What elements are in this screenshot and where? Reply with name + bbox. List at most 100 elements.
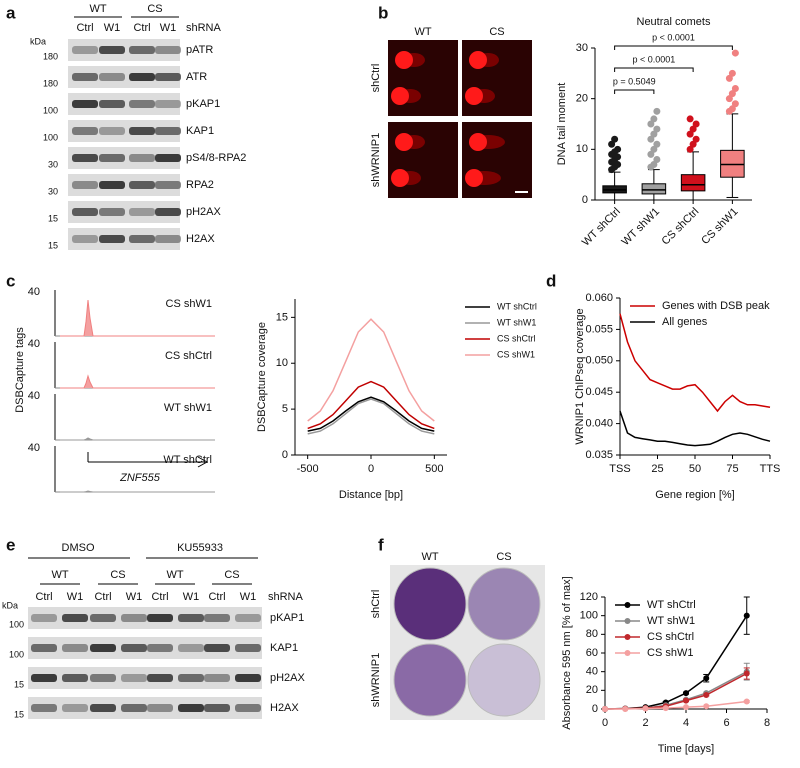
blot-band xyxy=(129,181,155,189)
point xyxy=(662,705,669,712)
comet-head xyxy=(465,87,483,105)
protein-label: H2AX xyxy=(186,233,215,245)
y-tick-label: 0.040 xyxy=(585,418,613,430)
blot-band xyxy=(62,674,88,682)
legend-label: All genes xyxy=(662,316,708,328)
genotype-label: WT xyxy=(166,569,183,581)
blot-band xyxy=(178,704,204,712)
outlier xyxy=(614,161,622,169)
track-max: 40 xyxy=(28,442,40,454)
outlier xyxy=(614,153,622,161)
lane-label: W1 xyxy=(160,22,177,34)
lane-label: W1 xyxy=(240,591,257,603)
blot-band xyxy=(99,208,125,216)
blot-band xyxy=(204,644,230,652)
marker-label: 15 xyxy=(14,709,24,719)
x-tick-label: 0 xyxy=(602,717,608,729)
significance-bracket xyxy=(614,45,733,50)
blot-band xyxy=(129,235,155,243)
blot-band xyxy=(204,614,230,622)
track-name: CS shW1 xyxy=(166,298,212,310)
outlier xyxy=(686,130,694,138)
blot-strip xyxy=(68,66,180,88)
x-tick-label: 6 xyxy=(723,717,729,729)
x-tick-label: -500 xyxy=(297,463,319,475)
blot-band xyxy=(178,674,204,682)
blot-band xyxy=(235,704,261,712)
treatment-label: KU55933 xyxy=(177,542,223,554)
column-label: WT xyxy=(421,551,438,563)
treatment-label: DMSO xyxy=(62,542,95,554)
blot-band xyxy=(121,614,147,622)
x-tick-label: CS shCtrl xyxy=(660,206,702,248)
y-tick-label: 0.060 xyxy=(585,292,613,304)
blot-band xyxy=(235,614,261,622)
x-tick-label: 500 xyxy=(425,463,443,475)
marker-label: 15 xyxy=(14,679,24,689)
y-tick-label: 0.035 xyxy=(585,449,613,461)
lane-label: W1 xyxy=(67,591,84,603)
track-signal xyxy=(60,299,215,337)
unit-label: kDa xyxy=(2,600,18,610)
axis-label: WRNIP1 ChIPseq coverage xyxy=(574,308,586,444)
outlier xyxy=(650,130,658,138)
genotype-label: CS xyxy=(110,569,125,581)
blot-strip xyxy=(68,120,180,142)
track-max: 40 xyxy=(28,286,40,298)
blot-band xyxy=(31,614,57,622)
y-tick-label: 10 xyxy=(576,143,588,155)
unit-label: kDa xyxy=(30,36,46,46)
outlier xyxy=(686,115,694,123)
blot-band xyxy=(31,704,57,712)
marker-label: 180 xyxy=(43,78,58,88)
outlier xyxy=(725,74,733,82)
blot-strip xyxy=(28,667,262,689)
legend-label: CS shW1 xyxy=(647,647,693,659)
track-max: 40 xyxy=(28,338,40,350)
outlier xyxy=(728,105,736,113)
outlier xyxy=(647,135,655,143)
track-max: 40 xyxy=(28,390,40,402)
point xyxy=(683,690,689,697)
blot-band xyxy=(155,181,181,189)
protein-label: pATR xyxy=(186,44,213,56)
point xyxy=(683,697,689,704)
outlier xyxy=(689,140,697,148)
axis-label: Absorbance 595 nm [% of max] xyxy=(561,576,573,729)
blot-band xyxy=(129,127,155,135)
x-tick-label: CS shW1 xyxy=(699,206,740,247)
outlier xyxy=(650,115,658,123)
group-label: WT xyxy=(89,3,106,15)
row-label: shCtrl xyxy=(370,64,382,93)
y-tick-label: 0.050 xyxy=(585,355,613,367)
legend-label: WT shCtrl xyxy=(497,301,537,311)
point xyxy=(602,706,608,712)
blot-band xyxy=(72,181,98,189)
blot-band xyxy=(121,674,147,682)
significance-bracket xyxy=(614,89,655,94)
y-tick-label: 0.045 xyxy=(585,386,613,398)
protein-label: KAP1 xyxy=(270,642,298,654)
marker-label: 100 xyxy=(43,105,58,115)
blot-strip xyxy=(28,607,262,629)
lane-label: Ctrl xyxy=(76,22,93,34)
protein-label: pH2AX xyxy=(186,206,222,218)
point xyxy=(703,675,710,682)
outlier xyxy=(650,145,658,153)
track-signal xyxy=(60,437,215,441)
blot-band xyxy=(178,644,204,652)
blot-band xyxy=(178,614,204,622)
gene-label: ZNF555 xyxy=(119,472,161,484)
legend-label: WT shCtrl xyxy=(647,599,696,611)
lane-label: Ctrl xyxy=(35,591,52,603)
comet-head xyxy=(395,133,413,151)
blot-band xyxy=(155,154,181,162)
lane-title: shRNA xyxy=(186,22,222,34)
chart-title: Neutral comets xyxy=(637,16,711,28)
outlier xyxy=(728,90,736,98)
outlier xyxy=(692,135,700,143)
point xyxy=(743,612,750,619)
point xyxy=(743,670,750,677)
blot-band xyxy=(72,154,98,162)
